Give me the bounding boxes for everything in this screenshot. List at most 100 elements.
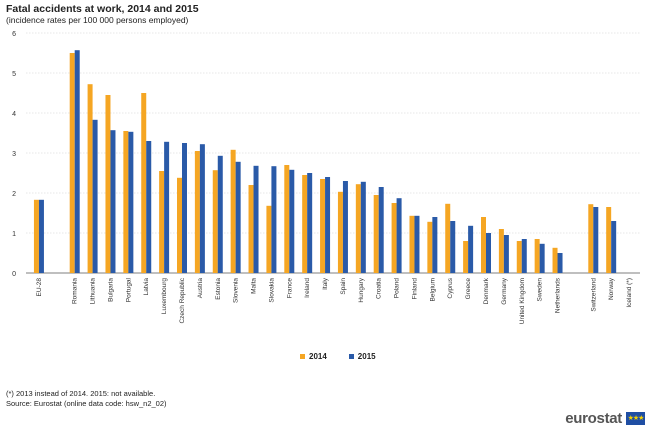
bar-2015-cyprus bbox=[450, 221, 456, 273]
x-tick-label: EU-28 bbox=[36, 278, 43, 297]
bar-2015-sweden bbox=[539, 243, 545, 273]
x-tick-label: Denmark bbox=[483, 277, 490, 304]
logo-text: eurostat bbox=[565, 410, 622, 427]
x-tick-label: Ireland bbox=[304, 278, 311, 298]
bar-2014-france bbox=[284, 165, 290, 273]
x-tick-label: Austria bbox=[197, 278, 204, 299]
bar-2015-switzerland bbox=[593, 207, 599, 273]
legend-label-2015: 2015 bbox=[357, 352, 376, 361]
x-tick-label: Sweden bbox=[537, 278, 544, 302]
x-tick-label: Latvia bbox=[143, 278, 150, 296]
source-note: Source: Eurostat (online data code: hsw_… bbox=[6, 399, 167, 408]
chart-title: Fatal accidents at work, 2014 and 2015 bbox=[6, 3, 199, 15]
bar-2015-belgium bbox=[432, 217, 438, 273]
legend: 2014 2015 bbox=[300, 352, 376, 361]
bar-2015-portugal bbox=[128, 131, 134, 273]
bar-2015-finland bbox=[414, 215, 420, 273]
bar-2015-lithuania bbox=[92, 119, 98, 273]
bar-2014-portugal bbox=[123, 131, 129, 273]
bar-2015-romania bbox=[74, 50, 80, 274]
x-tick-label: Czech Republic bbox=[179, 277, 186, 323]
bar-2014-finland bbox=[409, 215, 415, 273]
legend-item-2014: 2014 bbox=[300, 352, 327, 361]
legend-swatch-2015 bbox=[348, 354, 354, 359]
bar-2014-slovenia bbox=[230, 149, 236, 273]
bar-2014-slovakia bbox=[266, 205, 272, 273]
bar-2014-romania bbox=[69, 53, 75, 273]
bar-2014-denmark bbox=[481, 217, 486, 273]
bar-2015-united-kingdom bbox=[521, 239, 527, 273]
x-tick-label: Croatia bbox=[376, 278, 383, 299]
footnote: (*) 2013 instead of 2014. 2015: not avai… bbox=[6, 389, 156, 398]
x-tick-label: Norway bbox=[608, 277, 615, 300]
bar-2014-sweden bbox=[534, 239, 540, 273]
chart-subtitle: (incidence rates per 100 000 persons emp… bbox=[6, 15, 189, 25]
x-tick-label: Luxembourg bbox=[161, 278, 168, 315]
bar-2015-denmark bbox=[486, 233, 491, 273]
bar-2015-netherlands bbox=[557, 253, 563, 273]
x-tick-label: Belgium bbox=[429, 278, 436, 301]
bar-2014-greece bbox=[463, 241, 469, 273]
y-tick-label: 2 bbox=[12, 191, 16, 198]
bar-2015-hungary bbox=[360, 181, 366, 273]
bar-2015-slovenia bbox=[235, 161, 241, 273]
y-tick-label: 3 bbox=[12, 151, 16, 158]
x-tick-label: Estonia bbox=[215, 278, 222, 300]
eu-flag-icon: ★★★ bbox=[626, 412, 645, 425]
bar-2014-cyprus bbox=[445, 203, 451, 273]
x-tick-label: Germany bbox=[501, 277, 508, 304]
x-tick-label: Portugal bbox=[125, 277, 132, 302]
legend-label-2014: 2014 bbox=[309, 352, 327, 361]
bar-2014-belgium bbox=[427, 221, 433, 273]
bar-2014-austria bbox=[194, 151, 200, 273]
x-tick-label: Switzerland bbox=[590, 278, 597, 312]
bar-2014-germany bbox=[498, 229, 504, 273]
bar-2015-czech-republic bbox=[182, 143, 187, 273]
bar-2015-latvia bbox=[146, 141, 152, 273]
x-tick-label: Malta bbox=[251, 278, 258, 294]
x-tick-label: Lithuania bbox=[90, 278, 97, 305]
bar-2015-poland bbox=[396, 198, 402, 273]
bar-2014-spain bbox=[337, 191, 343, 273]
x-tick-label: Greece bbox=[465, 278, 472, 300]
bar-2014-croatia bbox=[373, 195, 379, 273]
y-tick-label: 5 bbox=[12, 71, 16, 78]
bar-2015-slovakia bbox=[271, 166, 277, 273]
x-tick-label: Slovenia bbox=[233, 278, 240, 303]
x-tick-label: Netherlands bbox=[555, 277, 562, 313]
x-tick-label: Iceland (*) bbox=[626, 278, 633, 308]
bar-2014-bulgaria bbox=[105, 95, 111, 273]
bar-2014-switzerland bbox=[588, 204, 594, 273]
bar-2014-united-kingdom bbox=[516, 241, 522, 273]
bar-2015-austria bbox=[199, 144, 205, 273]
x-tick-label: Spain bbox=[340, 278, 347, 295]
x-tick-label: Italy bbox=[322, 277, 329, 290]
bar-2015-ireland bbox=[307, 173, 313, 273]
y-tick-label: 0 bbox=[12, 271, 16, 278]
bar-2014-norway bbox=[606, 207, 612, 273]
x-tick-label: Poland bbox=[394, 278, 401, 299]
bar-2015-norway bbox=[611, 221, 617, 273]
x-tick-label: Finland bbox=[411, 278, 418, 300]
x-tick-label: Cyprus bbox=[447, 277, 454, 298]
x-tick-label: Romania bbox=[72, 278, 79, 304]
y-tick-label: 1 bbox=[12, 231, 16, 238]
bar-2015-eu-28 bbox=[38, 199, 44, 273]
bar-2014-ireland bbox=[302, 175, 308, 273]
bar-chart: 0 1 2 3 4 5 6 EU-28 Romania Lithuania Bulgaria Port… bbox=[12, 31, 640, 324]
legend-swatch-2014 bbox=[300, 354, 305, 359]
x-tick-label: Slovakia bbox=[268, 278, 275, 303]
bar-2014-lithuania bbox=[87, 84, 93, 273]
bar-2015-germany bbox=[503, 235, 509, 273]
x-tick-label: Bulgaria bbox=[107, 278, 114, 302]
bar-2014-italy bbox=[320, 179, 326, 273]
legend-item-2015: 2015 bbox=[348, 352, 376, 361]
bar-2015-croatia bbox=[378, 187, 384, 273]
bar-2014-poland bbox=[391, 203, 397, 273]
bar-2015-malta bbox=[253, 165, 259, 273]
bar-2015-italy bbox=[325, 177, 331, 273]
bar-2015-luxembourg bbox=[164, 141, 170, 273]
x-tick-label: Hungary bbox=[358, 277, 365, 302]
bar-2014-netherlands bbox=[552, 247, 558, 273]
x-tick-label: United Kingdom bbox=[519, 278, 526, 324]
